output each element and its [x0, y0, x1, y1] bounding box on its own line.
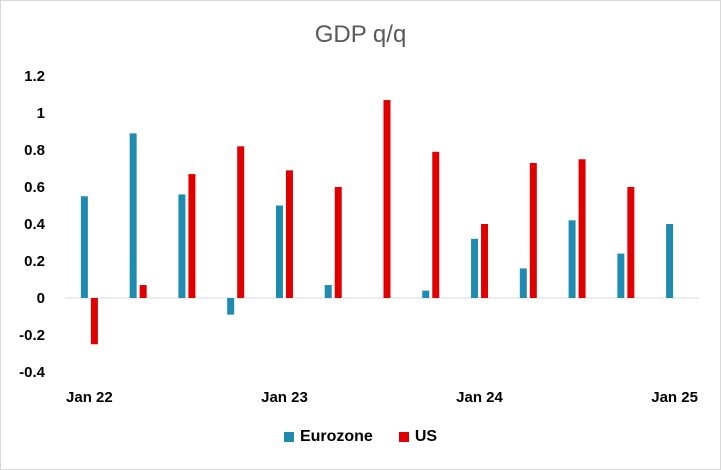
bar-eurozone-5: [324, 285, 332, 298]
bar-eurozone-10: [568, 220, 576, 298]
bar-eurozone-7: [422, 290, 430, 298]
x-tick-label: Jan 24: [456, 389, 503, 406]
bar-us-5: [334, 187, 342, 298]
bar-eurozone-12: [666, 224, 674, 298]
y-tick-label: 1.2: [24, 68, 45, 85]
y-tick-label: -0.2: [19, 327, 45, 344]
x-tick-label: Jan 25: [651, 389, 698, 406]
y-tick-label: 0: [37, 290, 45, 307]
legend-item-eurozone: Eurozone: [283, 428, 373, 446]
bar-eurozone-0: [80, 196, 88, 298]
bar-us-9: [529, 162, 537, 298]
bar-us-3: [237, 146, 245, 298]
bar-us-2: [188, 174, 196, 298]
bar-eurozone-8: [471, 238, 479, 298]
legend-swatch-us: [398, 432, 409, 442]
bar-us-0: [90, 298, 98, 345]
x-tick-label: Jan 22: [66, 389, 113, 406]
chart-title: GDP q/q: [314, 21, 407, 48]
y-tick-label: 0.2: [24, 253, 45, 270]
bar-eurozone-11: [617, 253, 625, 298]
legend-label-eurozone: Eurozone: [299, 428, 373, 445]
bar-us-8: [481, 224, 489, 298]
x-tick-label: Jan 23: [261, 389, 308, 406]
legend: Eurozone US: [1, 428, 720, 446]
y-tick-label: 1: [37, 105, 45, 122]
bar-eurozone-1: [129, 133, 137, 298]
y-tick-label: 0.4: [24, 216, 46, 233]
bar-eurozone-2: [178, 194, 186, 298]
bar-eurozone-4: [275, 205, 283, 298]
bar-us-1: [139, 285, 147, 298]
y-tick-label: 0.6: [24, 179, 45, 196]
bar-us-7: [432, 151, 440, 298]
legend-swatch-eurozone: [283, 432, 294, 442]
bar-us-4: [285, 170, 293, 298]
bar-us-11: [627, 187, 635, 298]
bar-us-10: [578, 159, 586, 298]
y-tick-label: -0.4: [19, 364, 46, 381]
bar-eurozone-9: [519, 268, 527, 298]
legend-item-us: US: [398, 428, 438, 446]
y-tick-label: 0.8: [24, 142, 45, 159]
legend-label-us: US: [414, 428, 438, 445]
bar-us-6: [383, 100, 391, 298]
bar-eurozone-3: [227, 298, 235, 315]
